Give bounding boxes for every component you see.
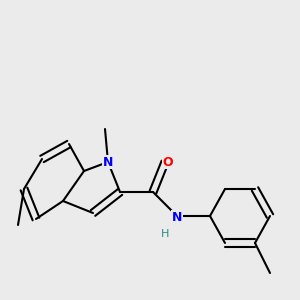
Text: O: O bbox=[163, 155, 173, 169]
Text: N: N bbox=[103, 155, 113, 169]
Text: N: N bbox=[172, 211, 182, 224]
Text: H: H bbox=[161, 229, 169, 239]
